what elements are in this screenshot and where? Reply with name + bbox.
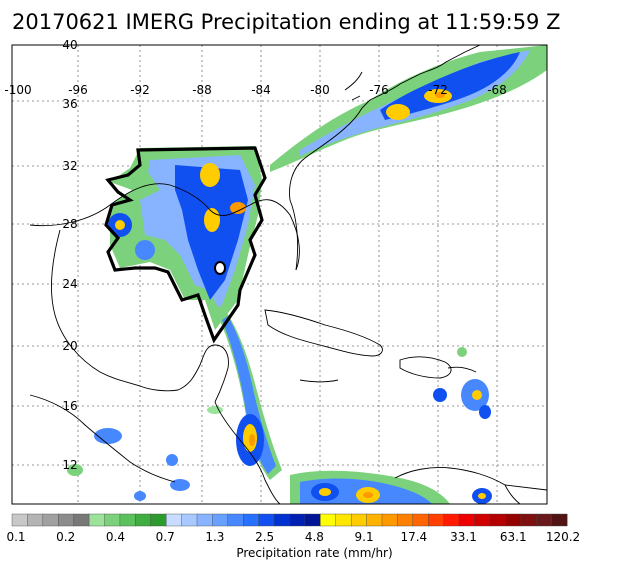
lat-label: 32 — [62, 159, 77, 173]
coastlines — [29, 45, 547, 504]
colorbar-swatch — [42, 513, 59, 527]
colorbar-swatch — [458, 513, 475, 527]
lon-label: -100 — [4, 83, 31, 97]
lon-label: -84 — [251, 83, 271, 97]
colorbar-swatch — [104, 513, 121, 527]
longitude-labels: -100 -96 -92 -88 -84 -80 -76 -72 -68 — [4, 83, 506, 97]
colorbar-tick-label: 63.1 — [499, 530, 527, 544]
colorbar-tick-label: 1.3 — [205, 530, 225, 544]
lon-label: -88 — [192, 83, 212, 97]
colorbar-tick-label: 17.4 — [400, 530, 428, 544]
colorbar-title: Precipitation rate (mm/hr) — [236, 546, 393, 560]
colorbar-swatch — [505, 513, 522, 527]
lat-label: 40 — [62, 38, 77, 52]
colorbar-swatch — [551, 513, 568, 527]
lat-label: 36 — [62, 97, 77, 111]
colorbar-tick-label: 0.2 — [56, 530, 76, 544]
colorbar-swatch — [335, 513, 352, 527]
lon-label: -96 — [68, 83, 88, 97]
colorbar-swatch — [165, 513, 183, 527]
colorbar-swatch — [11, 513, 28, 527]
colorbar-tick-label: 4.8 — [304, 530, 324, 544]
lat-label: 20 — [62, 339, 77, 353]
colorbar-swatch — [73, 513, 90, 527]
colorbar-swatch — [273, 513, 290, 527]
lat-label: 16 — [62, 399, 77, 413]
colorbar-swatch — [397, 513, 414, 527]
storm-center-marker — [214, 261, 226, 275]
colorbar-swatch — [412, 513, 429, 527]
lon-label: -76 — [369, 83, 389, 97]
colorbar-swatch — [227, 513, 244, 527]
colorbar-swatch — [304, 513, 321, 527]
map-title: 20170621 IMERG Precipitation ending at 1… — [12, 10, 561, 34]
colorbar-tick-label: 0.1 — [6, 530, 26, 544]
colorbar-swatch — [243, 513, 260, 527]
colorbar-swatch — [88, 513, 106, 527]
latitude-labels: 40 36 32 28 24 20 16 12 — [62, 38, 77, 472]
colorbar-tick-label: 120.2 — [545, 530, 581, 544]
colorbar-swatch — [366, 513, 383, 527]
map-border — [11, 44, 548, 505]
lat-label: 28 — [62, 217, 77, 231]
colorbar-swatch — [58, 513, 75, 527]
colorbar — [11, 513, 568, 527]
lon-label: -80 — [310, 83, 330, 97]
colorbar-swatch — [443, 513, 460, 527]
colorbar-swatch — [258, 513, 275, 527]
colorbar-swatch — [119, 513, 136, 527]
colorbar-tick-label: 33.1 — [450, 530, 477, 544]
lon-label: -92 — [130, 83, 150, 97]
colorbar-swatch — [135, 513, 152, 527]
colorbar-swatch — [350, 513, 368, 527]
lon-label: -68 — [487, 83, 507, 97]
storm-outline — [104, 146, 267, 344]
colorbar-swatch — [320, 513, 337, 527]
colorbar-swatch — [289, 513, 306, 527]
colorbar-tick-label: 0.7 — [155, 530, 175, 544]
colorbar-swatch — [474, 513, 491, 527]
colorbar-swatch — [489, 513, 506, 527]
colorbar-swatch — [196, 513, 213, 527]
colorbar-swatch — [150, 513, 167, 527]
colorbar-swatch — [27, 513, 44, 527]
map-frame — [12, 45, 547, 504]
lon-label: -72 — [428, 83, 448, 97]
colorbar-tick-label: 9.1 — [354, 530, 374, 544]
precipitation-field — [67, 45, 547, 504]
lat-label: 24 — [62, 277, 77, 291]
colorbar-swatch — [428, 513, 445, 527]
colorbar-swatch — [181, 513, 198, 527]
colorbar-tick-label: 0.4 — [105, 530, 125, 544]
colorbar-swatch — [520, 513, 537, 527]
colorbar-swatch — [212, 513, 229, 527]
colorbar-swatch — [535, 513, 553, 527]
lat-label: 12 — [62, 458, 77, 472]
colorbar-swatch — [381, 513, 398, 527]
colorbar-tick-label: 2.5 — [255, 530, 275, 544]
